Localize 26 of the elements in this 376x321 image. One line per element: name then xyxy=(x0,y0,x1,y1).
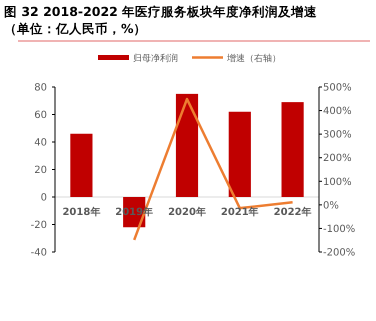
y-tick-label: -40 xyxy=(30,248,47,258)
y-tick-label: 40 xyxy=(34,138,47,148)
legend-label: 归母净利润 xyxy=(133,53,178,64)
chart-title: 图 32 2018-2022 年医疗服务板块年度净利润及增速（单位：亿人民币，%） xyxy=(4,4,318,36)
y2-tick-label: -100% xyxy=(323,224,356,235)
y2-tick-label: 200% xyxy=(323,153,352,164)
y2-tick-label: 100% xyxy=(323,176,352,188)
y-tick-label: 0 xyxy=(40,192,47,204)
y-tick-label: -20 xyxy=(30,220,47,231)
y2-tick-label: 400% xyxy=(323,106,352,118)
bar xyxy=(228,112,251,197)
y-tick-label: 60 xyxy=(34,110,47,121)
bar xyxy=(70,134,92,197)
x-tick-label: 2021年 xyxy=(220,206,259,218)
y2-tick-label: -200% xyxy=(323,248,356,258)
bar xyxy=(282,102,304,197)
x-tick-label: 2022年 xyxy=(274,206,312,218)
bar xyxy=(176,94,198,197)
y-tick-label: 80 xyxy=(34,82,47,94)
x-tick-label: 2018年 xyxy=(62,206,100,218)
y2-tick-label: 500% xyxy=(323,82,352,94)
legend-label: 增速（右轴） xyxy=(226,53,281,64)
y-tick-label: 20 xyxy=(34,165,47,176)
x-tick-label: 2020年 xyxy=(168,206,206,218)
y2-tick-label: 0% xyxy=(323,200,339,212)
y2-tick-label: 300% xyxy=(323,130,352,141)
